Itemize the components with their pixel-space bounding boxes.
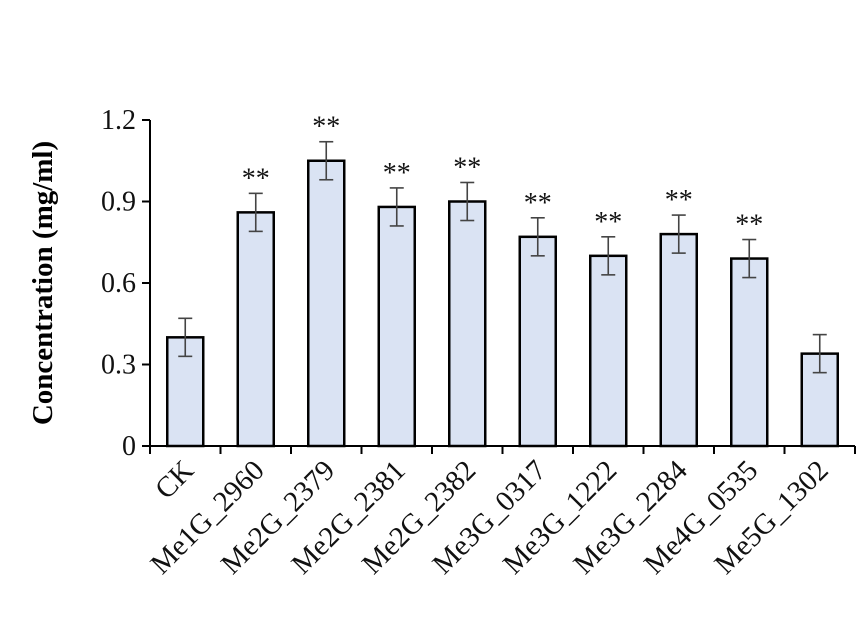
bar: [166, 336, 205, 448]
y-tick-label: 0: [122, 431, 136, 462]
bar: [307, 159, 346, 448]
significance-label: **: [524, 188, 552, 219]
bar: [730, 257, 769, 448]
y-tick-label: 0.3: [101, 350, 136, 381]
bar: [659, 232, 698, 448]
bar: [236, 211, 275, 448]
bar: [377, 205, 416, 448]
significance-label: **: [665, 185, 693, 216]
significance-label: **: [594, 207, 622, 238]
significance-label: **: [735, 210, 763, 241]
y-tick-label: 0.6: [101, 268, 136, 299]
bar: [518, 235, 557, 448]
y-ticks: 0 0.3 0.6 0.9 1.2: [101, 105, 150, 462]
x-tick-labels: CKMe1G_2960Me2G_2379Me2G_2381Me2G_2382Me…: [144, 454, 834, 581]
significance-label: **: [242, 163, 270, 194]
significance-label: **: [312, 112, 340, 143]
bar: [589, 254, 628, 448]
y-tick-label: 1.2: [101, 105, 136, 136]
bar: [448, 200, 487, 448]
y-tick-label: 0.9: [101, 187, 136, 218]
x-tick-label: CK: [149, 454, 200, 505]
bars: ** ** ** ** ** ** ** **: [166, 112, 839, 448]
significance-label: **: [453, 152, 481, 183]
y-axis-label: Concentration (mg/ml): [27, 141, 59, 425]
significance-label: **: [383, 158, 411, 189]
